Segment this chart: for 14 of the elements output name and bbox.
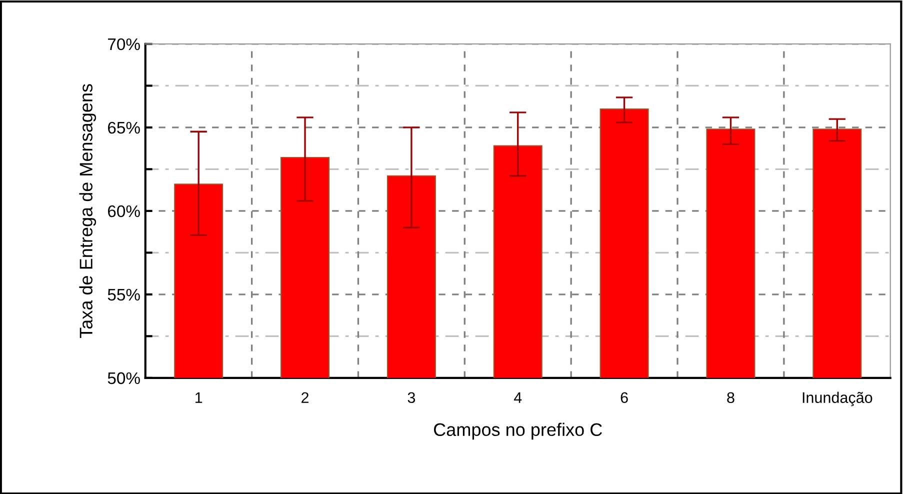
y-tick-label: 70%	[108, 38, 140, 50]
y-tick-label: 50%	[108, 372, 140, 384]
x-axis-title: Campos no prefixo C	[434, 422, 602, 440]
x-tick-label: Inundação	[802, 392, 872, 406]
x-tick-label: 8	[727, 392, 734, 404]
x-tick-label: 3	[408, 392, 416, 404]
x-tick-label: 1	[196, 392, 202, 403]
y-tick-label: 60%	[108, 205, 140, 218]
y-tick-label: 55%	[108, 288, 140, 301]
x-tick-label: 2	[302, 392, 308, 403]
y-tick-label: 65%	[108, 122, 140, 134]
x-tick-label: 6	[620, 392, 628, 404]
y-axis-title: Taxa de Entrega de Mensagens	[79, 84, 96, 338]
x-tick-label: 4	[514, 392, 522, 403]
